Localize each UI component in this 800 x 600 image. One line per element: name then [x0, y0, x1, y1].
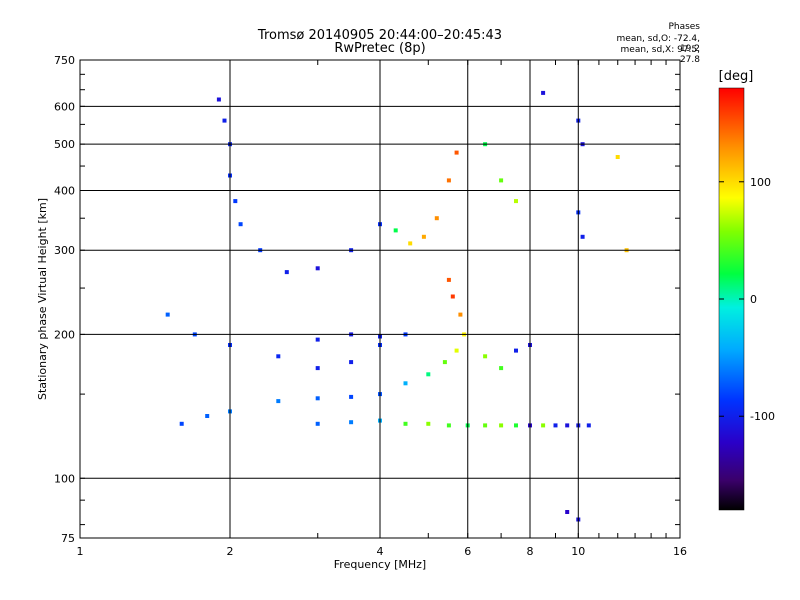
- data-point: [499, 178, 504, 183]
- colorbar-tick-label: -100: [750, 410, 775, 423]
- data-point: [434, 216, 439, 221]
- x-tick-label: 4: [377, 545, 384, 558]
- phases-mean-x: mean, sd,X: 97.5, 27.8: [620, 45, 700, 65]
- x-tick-label: 16: [673, 545, 687, 558]
- chart-subtitle: RwPretec (8p): [334, 41, 426, 56]
- colorbar-ticks: 100 0 -100: [719, 176, 775, 423]
- data-point: [393, 228, 398, 233]
- data-point: [483, 354, 488, 359]
- phases-heading: Phases: [668, 22, 700, 32]
- data-point: [541, 423, 546, 428]
- data-point: [458, 312, 463, 317]
- data-point: [553, 423, 558, 428]
- data-point: [233, 199, 238, 204]
- data-point: [284, 270, 289, 275]
- data-point: [565, 510, 570, 514]
- data-point: [446, 178, 451, 183]
- phases-mean-o: mean, sd,O: -72.4, 19.2: [616, 34, 700, 54]
- data-point: [205, 414, 210, 418]
- chart-title: Tromsø 20140905 20:44:00–20:45:43: [257, 28, 503, 43]
- data-point: [349, 420, 354, 425]
- colorbar-tick-label: 0: [750, 293, 757, 306]
- data-point: [315, 421, 320, 426]
- data-point: [165, 312, 170, 317]
- x-tick-label: 8: [527, 545, 534, 558]
- y-tick-label: 600: [54, 100, 75, 113]
- gridlines: [80, 60, 680, 538]
- y-tick-label: 500: [54, 138, 75, 151]
- y-tick-label: 750: [54, 54, 75, 67]
- data-point: [565, 423, 570, 428]
- data-point: [421, 234, 426, 239]
- colorbar-label: [deg]: [719, 69, 754, 84]
- data-point: [615, 155, 620, 159]
- y-tick-label: 75: [61, 532, 75, 545]
- data-point: [349, 360, 354, 365]
- data-point: [499, 423, 504, 428]
- data-point: [454, 150, 459, 155]
- x-axis-label: Frequency [MHz]: [334, 558, 426, 571]
- y-tick-label: 100: [54, 472, 75, 485]
- tick-labels: 1 2 4 6 8 10 16 75 100 200 300 400 500 600 750: [54, 54, 687, 558]
- x-tick-label: 6: [464, 545, 471, 558]
- axis-ticks: [80, 59, 680, 538]
- data-point: [514, 199, 518, 204]
- data-point: [276, 354, 281, 359]
- x-tick-label: 10: [571, 545, 585, 558]
- colorbar-tick-label: 100: [750, 176, 771, 189]
- data-point: [514, 423, 518, 428]
- data-point: [426, 372, 431, 377]
- data-point: [446, 423, 451, 428]
- data-point: [426, 421, 431, 426]
- data-point: [586, 423, 591, 428]
- data-point: [238, 222, 243, 227]
- data-point: [499, 366, 504, 371]
- data-point: [541, 90, 546, 95]
- data-point: [315, 266, 320, 271]
- data-point: [315, 337, 320, 342]
- data-point: [315, 366, 320, 371]
- y-tick-label: 200: [54, 328, 75, 341]
- data-point: [216, 97, 221, 102]
- data-point: [403, 421, 408, 426]
- data-point: [349, 394, 354, 399]
- data-point: [450, 294, 455, 299]
- data-point: [315, 396, 320, 401]
- data-point: [483, 423, 488, 428]
- y-tick-label: 400: [54, 184, 75, 197]
- x-tick-label: 2: [227, 545, 234, 558]
- data-point: [442, 360, 447, 365]
- data-point: [454, 348, 459, 353]
- data-point: [408, 241, 413, 246]
- data-point: [403, 381, 408, 386]
- y-tick-label: 300: [54, 244, 75, 257]
- scatter-points: [165, 90, 629, 522]
- data-point: [514, 348, 518, 353]
- data-point: [580, 234, 585, 239]
- data-point: [179, 421, 184, 426]
- x-tick-label: 1: [77, 545, 84, 558]
- data-point: [222, 118, 227, 123]
- data-point: [276, 399, 281, 404]
- data-point: [446, 277, 451, 282]
- y-axis-label: Stationary phase Virtual Height [km]: [36, 198, 49, 400]
